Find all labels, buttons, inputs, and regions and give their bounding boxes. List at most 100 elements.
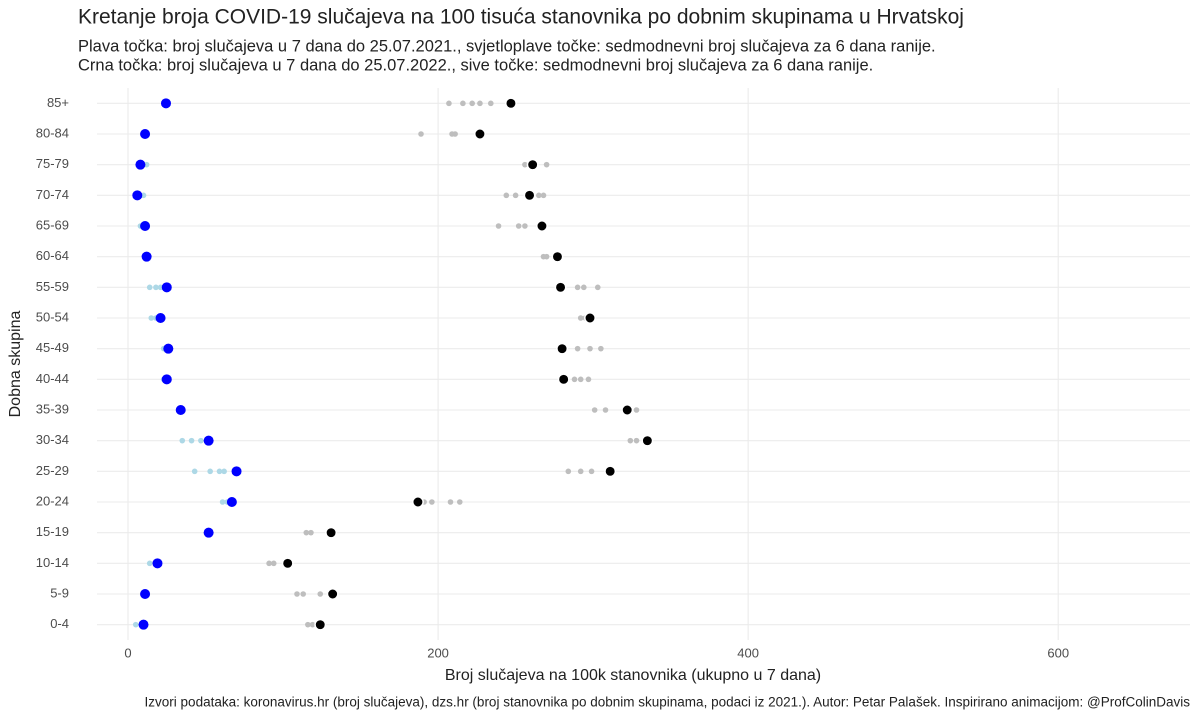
earlier-point [456,499,463,505]
point-2022 [554,281,567,294]
earlier-point [308,529,314,536]
earlier-point [602,407,609,413]
point-2021 [141,251,152,262]
y-tick-label: 60-64 [36,248,69,263]
earlier-point [216,468,223,475]
point-2021 [160,98,171,109]
point-2022 [326,588,339,600]
y-tick-label: 65-69 [36,217,69,232]
point-2021 [203,435,214,446]
point-2022 [523,189,536,202]
earlier-point [591,407,598,413]
y-tick-label: 55-59 [36,279,69,294]
earlier-point [565,468,572,475]
point-2021 [226,497,237,507]
earlier-point [522,223,528,229]
y-tick-label: 15-19 [36,524,69,539]
earlier-point [536,192,542,199]
x-tick-label: 200 [427,645,449,660]
point-2021 [140,589,151,599]
point-2022 [281,557,294,570]
earlier-point [198,437,204,444]
earlier-point [577,315,584,321]
y-tick-label: 70-74 [36,187,69,202]
point-2022 [504,97,517,110]
y-tick-label: 75-79 [36,156,69,171]
point-2021 [152,558,163,569]
point-2022 [641,434,654,447]
x-axis-label: Broj slučajeva na 100k stanovnika (ukupn… [445,667,821,684]
earlier-point [574,345,581,352]
earlier-point [571,376,578,383]
point-2021 [161,282,172,293]
earlier-point [487,100,494,107]
earlier-point [305,621,311,628]
earlier-point [188,437,195,444]
earlier-point [157,284,164,291]
earlier-point [543,161,550,168]
earlier-point [140,192,147,199]
point-2022 [526,158,539,171]
point-2022 [314,618,327,631]
earlier-point [270,560,277,567]
y-tick-label: 35-39 [36,401,69,416]
earlier-point [594,284,601,291]
earlier-point [303,529,310,536]
earlier-point [132,621,139,628]
earlier-point [309,621,316,628]
point-2021 [161,374,172,385]
earlier-point [146,284,153,291]
point-2022 [473,128,486,140]
earlier-point [207,468,213,475]
earlier-point [446,100,452,107]
point-2022 [536,220,548,232]
earlier-point [512,192,519,199]
earlier-point [522,161,528,168]
earlier-point [503,192,510,199]
x-tick-label: 0 [124,645,131,660]
earlier-point [577,468,584,475]
earlier-point [266,560,272,567]
point-2022 [557,373,570,386]
earlier-point [143,161,150,168]
point-2021 [163,343,174,354]
earlier-point [585,376,592,383]
point-2022 [621,404,634,416]
earlier-point [627,437,634,444]
y-tick-label: 20-24 [36,493,69,508]
point-2022 [556,342,569,355]
earlier-point [219,499,226,505]
earlier-point [588,468,595,475]
y-tick-label: 10-14 [36,555,69,570]
point-2022 [584,312,596,324]
subtitle: Plava točka: broj slučajeva u 7 dana do … [78,37,936,55]
point-2022 [411,496,424,508]
earlier-point [447,499,454,505]
earlier-point [495,223,502,229]
y-tick-label: 5-9 [50,585,69,600]
earlier-point [540,192,547,199]
point-2021 [135,159,146,170]
y-tick-label: 85+ [47,95,69,110]
earlier-point [598,345,604,352]
earlier-point [191,468,198,475]
earlier-point [148,315,155,321]
x-tick-label: 600 [1047,645,1069,660]
earlier-point [577,376,584,383]
point-2021 [140,221,151,231]
y-axis-label: Dobna skupina [7,311,24,418]
earlier-point [418,131,424,137]
earlier-point [587,345,593,352]
earlier-point [460,100,466,107]
y-tick-label: 0-4 [50,616,69,631]
point-2021 [140,129,151,139]
earlier-point [179,437,186,444]
point-2021 [132,190,143,201]
point-2022 [604,465,617,478]
earlier-point [469,100,475,107]
earlier-point [221,468,227,475]
earlier-point [574,284,581,291]
point-2022 [325,526,338,539]
point-2021 [175,405,186,415]
